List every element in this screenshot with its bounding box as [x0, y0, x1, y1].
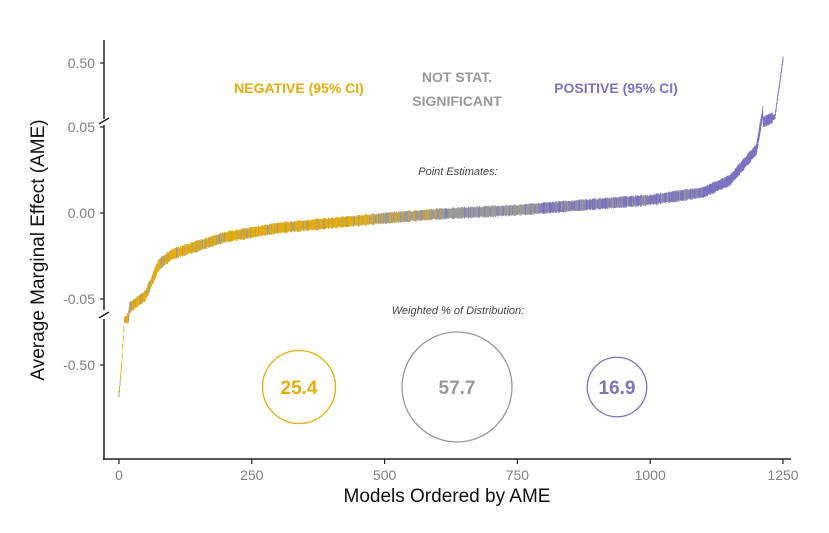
distribution-value: 16.9 — [599, 378, 636, 399]
y-tick-label: 0.00 — [68, 205, 95, 221]
x-tick-label: 1250 — [767, 467, 798, 483]
distribution-note: Weighted % of Distribution: — [392, 305, 524, 317]
y-tick-label: -0.05 — [63, 291, 95, 307]
y-axis — [98, 40, 110, 460]
x-tick-label: 0 — [115, 467, 123, 483]
y-tick-label: 0.05 — [68, 119, 95, 135]
negative-category-label: NEGATIVE (95% CI) — [234, 80, 364, 96]
x-tick-label: 250 — [240, 467, 264, 483]
y-tick-label: -0.50 — [63, 357, 95, 373]
not-significant-label-line1: NOT STAT. — [422, 69, 492, 85]
x-tick-label: 1000 — [635, 467, 666, 483]
distribution-circle-positive — [586, 356, 648, 418]
point-estimate-marks — [118, 56, 784, 398]
distribution-circles: 25.4 57.7 16.9 — [261, 331, 648, 443]
y-tick-label: 0.50 — [68, 55, 95, 71]
distribution-value: 57.7 — [439, 378, 476, 399]
distribution-circle-negative — [261, 349, 337, 425]
x-ticks: 0 250 500 750 1000 1250 — [115, 459, 799, 483]
x-axis-title: Models Ordered by AME — [344, 486, 551, 507]
x-tick-label: 750 — [506, 467, 530, 483]
positive-category-label: POSITIVE (95% CI) — [554, 80, 678, 96]
y-axis-title: Average Marginal Effect (AME) — [28, 119, 49, 380]
distribution-circle-not-significant — [401, 331, 513, 443]
y-ticks: 0.50 0.05 0.00 -0.05 -0.50 — [63, 55, 104, 373]
distribution-value: 25.4 — [281, 378, 318, 399]
point-estimates-note: Point Estimates: — [418, 166, 497, 178]
not-significant-label-line2: SIGNIFICANT — [412, 93, 502, 109]
x-tick-label: 500 — [373, 467, 397, 483]
